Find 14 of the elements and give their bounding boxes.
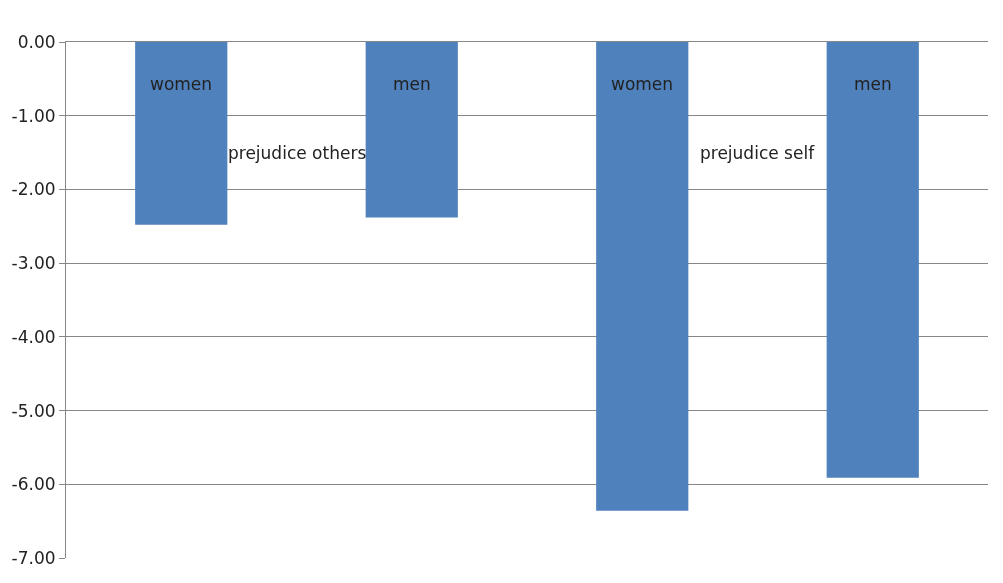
y-tick-label: -1.00 [11, 105, 56, 126]
y-tick-label: -4.00 [11, 326, 56, 347]
y-tick-label: -2.00 [11, 179, 56, 200]
y-tick-label: -3.00 [11, 253, 56, 274]
x-tick-label: men [854, 74, 892, 94]
x-tick-label: women [150, 74, 213, 94]
y-tick-label: -6.00 [11, 474, 56, 495]
y-tick-label: 0.00 [17, 31, 56, 52]
x-tick-label: women [611, 74, 674, 94]
y-tick-label: -7.00 [11, 547, 56, 568]
annotation: prejudice self [700, 143, 816, 163]
x-tick-label: men [393, 74, 431, 94]
annotation: prejudice others [228, 143, 367, 163]
y-tick-label: -5.00 [11, 400, 56, 421]
